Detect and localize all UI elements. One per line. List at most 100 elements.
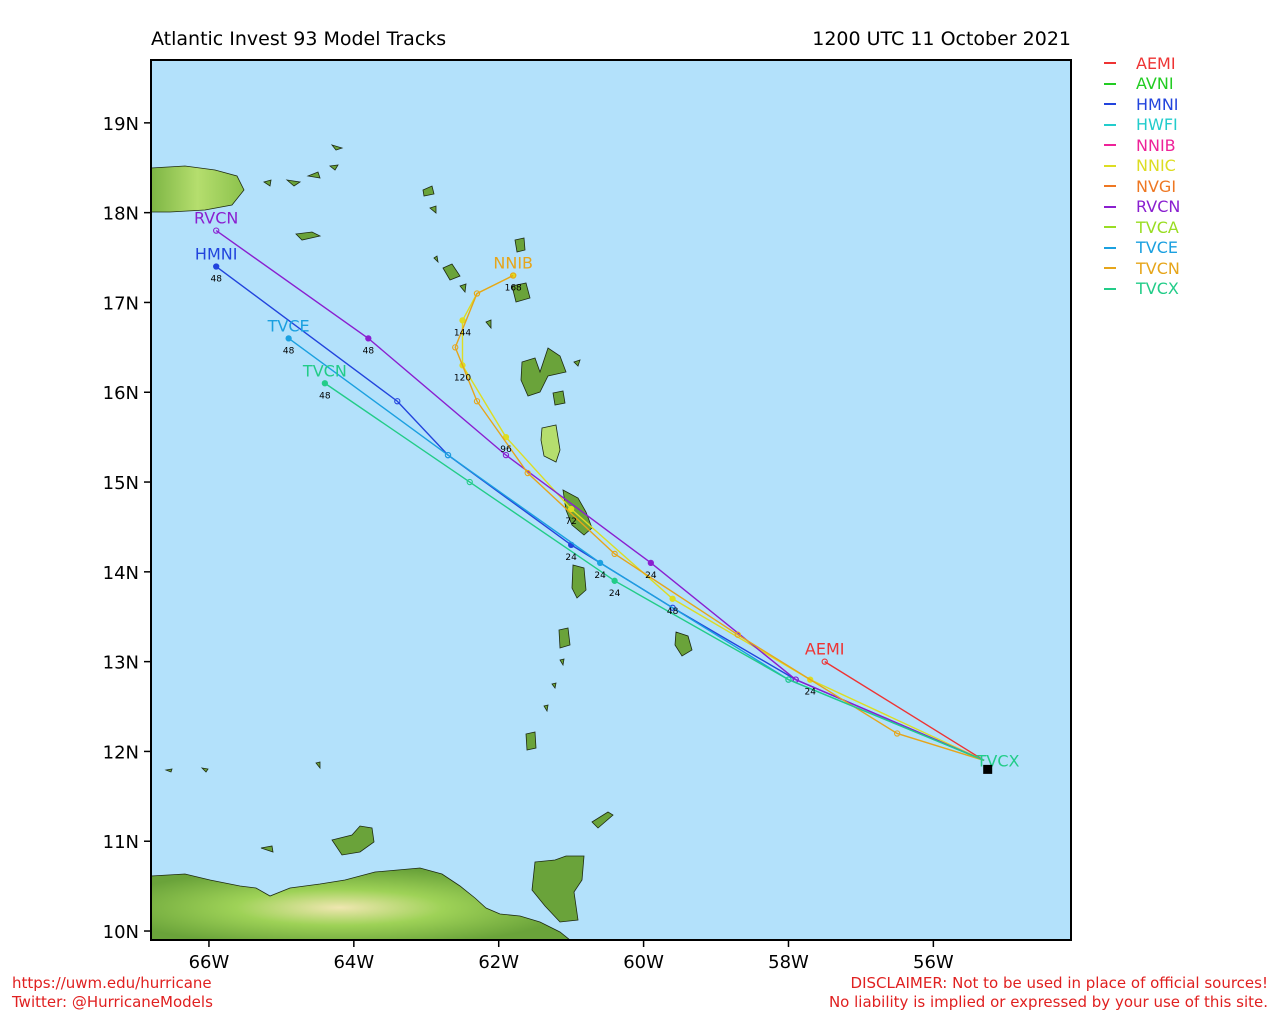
forecast-hour-label: 168: [505, 284, 522, 294]
island-st-kitts: [442, 263, 461, 281]
ocean-background: [151, 60, 1071, 940]
track-point: [669, 604, 676, 611]
forecast-hour-dot: [503, 434, 509, 440]
island-nevis: [459, 283, 467, 293]
lon-tick-label: 56W: [913, 952, 954, 973]
island-blanquilla: [315, 761, 321, 770]
legend-label: HWFI: [1136, 115, 1178, 135]
track-aemi: [824, 661, 985, 762]
legend-swatch: [1104, 144, 1116, 147]
island-virgin-1: [263, 179, 272, 187]
track-end-label: AEMI: [805, 640, 845, 659]
island-montserrat: [485, 319, 492, 330]
lon-tick-label: 64W: [333, 952, 374, 973]
track-point: [213, 227, 220, 234]
island-trinidad: [531, 855, 585, 923]
forecast-hour-dot: [213, 264, 219, 269]
island-grenadines-1: [551, 682, 557, 689]
track-point: [524, 469, 531, 477]
track-point: [807, 676, 814, 683]
island-desirade: [573, 359, 581, 367]
legend-item-tvcx: TVCX: [1100, 279, 1180, 300]
track-point: [466, 478, 473, 486]
track-point: [321, 380, 329, 387]
model-tracks: [213, 227, 985, 762]
legend-item-hmni: HMNI: [1100, 94, 1180, 115]
track-start-label: TVCX: [976, 751, 1020, 770]
island-st-barths: [429, 205, 437, 214]
legend-item-tvcn: TVCN: [1100, 258, 1180, 279]
lon-tick-label: 62W: [478, 952, 519, 973]
forecast-hour-label: 144: [454, 328, 471, 338]
legend-swatch: [1104, 103, 1116, 106]
footer-twitter[interactable]: Twitter: @HurricaneModels: [12, 993, 213, 1011]
legend-label: NNIB: [1136, 135, 1176, 155]
track-point: [510, 272, 517, 279]
venezuela-landmass: [151, 867, 571, 940]
forecast-hour-label: 120: [454, 373, 471, 383]
legend-item-aemi: AEMI: [1100, 53, 1180, 74]
legend-label: TVCA: [1136, 217, 1179, 237]
forecast-hour-dot: [322, 380, 328, 386]
legend-swatch: [1104, 62, 1116, 65]
island-tobago: [591, 811, 614, 829]
track-point: [452, 344, 459, 351]
legend-swatch: [1104, 226, 1116, 229]
island-marie-galante: [552, 390, 566, 406]
track-point: [365, 335, 372, 342]
lat-tick-label: 19N: [103, 114, 139, 135]
island-vieques: [295, 231, 322, 241]
forecast-hour-dot: [670, 596, 675, 602]
track-point: [568, 505, 575, 513]
track-labels: AEMI 24 48 HMNI 24 48 72 96 120 144 168 24 48 RVCN 24 4…: [194, 209, 1019, 771]
legend-swatch: [1104, 123, 1116, 126]
legend-label: TVCE: [1136, 238, 1178, 258]
track-point: [213, 263, 220, 270]
legend-label: HMNI: [1136, 94, 1179, 114]
forecast-timestamp: 1200 UTC 11 October 2021: [812, 28, 1071, 50]
lat-tick-label: 12N: [103, 742, 139, 763]
lat-tick-label: 17N: [103, 293, 139, 314]
disclaimer-line-1: DISCLAIMER: Not to be used in place of o…: [850, 974, 1268, 992]
puerto-rico-landmass: [151, 165, 245, 213]
forecast-hour-label: 48: [210, 275, 222, 285]
map-title: Atlantic Invest 93 Model Tracks: [151, 28, 447, 50]
footer-disclaimer: DISCLAIMER: Not to be used in place of o…: [829, 974, 1268, 1012]
track-point: [785, 676, 792, 683]
legend-item-tvca: TVCA: [1100, 217, 1180, 238]
track-point: [459, 362, 466, 369]
track-tvcn: [454, 274, 985, 762]
legend-label: TVCN: [1136, 258, 1180, 278]
island-coche: [260, 845, 274, 853]
forecast-hour-label: 48: [319, 391, 331, 401]
legend-label: AEMI: [1136, 53, 1176, 73]
track-end-label: RVCN: [194, 209, 238, 228]
legend-swatch: [1104, 267, 1116, 270]
island-saba: [433, 255, 439, 264]
legend-label: AVNI: [1136, 74, 1174, 94]
lat-tick-label: 11N: [103, 832, 139, 853]
island-virgin-3: [306, 171, 321, 179]
footer-url[interactable]: https://uwm.edu/hurricane: [12, 974, 212, 992]
current-position-marker: [983, 764, 993, 774]
lat-tick-label: 14N: [103, 563, 139, 584]
lon-tick-label: 58W: [768, 952, 809, 973]
forecast-hour-label: 24: [804, 688, 816, 698]
land-masses: [151, 144, 693, 940]
forecast-hour-label: 24: [609, 589, 621, 599]
forecast-hour-label: 48: [283, 346, 295, 356]
island-margarita: [331, 825, 375, 856]
lat-tick-label: 18N: [103, 204, 139, 225]
forecast-hour-dot: [612, 578, 618, 584]
island-st-martin: [422, 185, 435, 197]
track-point: [394, 398, 401, 405]
track-point: [821, 658, 828, 665]
lat-tick-label: 13N: [103, 653, 139, 674]
track-point: [285, 335, 292, 342]
lat-tick-label: 16N: [103, 383, 139, 404]
track-point: [611, 577, 618, 584]
legend-item-avni: AVNI: [1100, 74, 1180, 95]
legend-swatch: [1104, 82, 1116, 85]
legend-swatch: [1104, 185, 1116, 188]
